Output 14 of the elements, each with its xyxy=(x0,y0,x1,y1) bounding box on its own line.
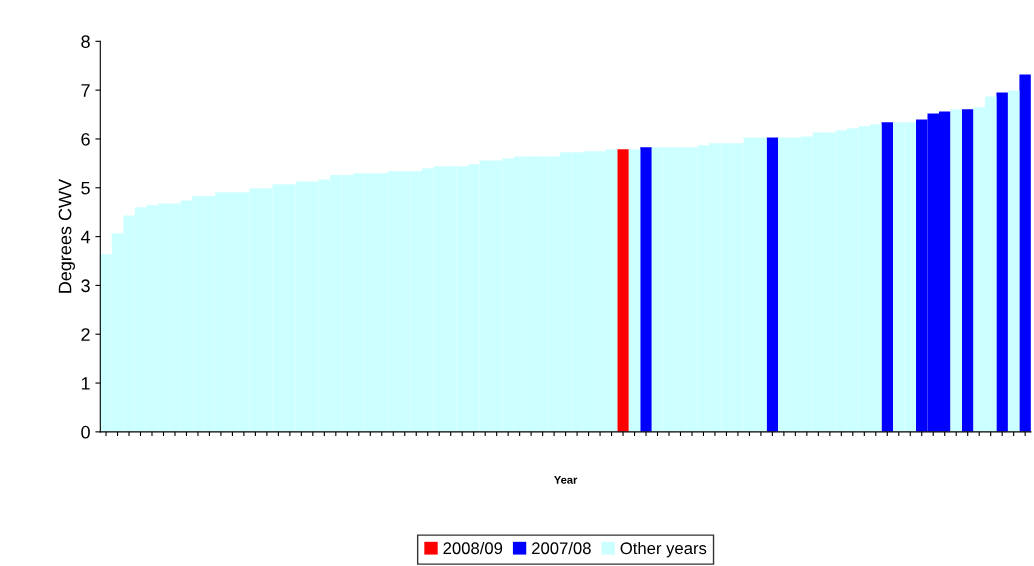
y-tick-label: 4 xyxy=(80,230,91,244)
legend-label: 2007/08 xyxy=(532,541,591,555)
y-tick-label: 7 xyxy=(81,84,90,97)
y-tick-label: 1 xyxy=(81,377,90,390)
legend-label: Other years xyxy=(620,541,707,558)
y-tick-label: 8 xyxy=(81,35,90,49)
legend-label: 2008/09 xyxy=(443,541,503,555)
y-tick-label: 6 xyxy=(81,132,90,146)
y-tick-label: 5 xyxy=(81,181,90,195)
y-axis-title: Degrees CWV xyxy=(58,178,75,293)
y-tick-label: 3 xyxy=(81,279,90,293)
y-tick-label: 2 xyxy=(81,328,90,341)
x-axis-title: Year xyxy=(554,476,578,484)
y-tick-label: 0 xyxy=(81,425,90,439)
